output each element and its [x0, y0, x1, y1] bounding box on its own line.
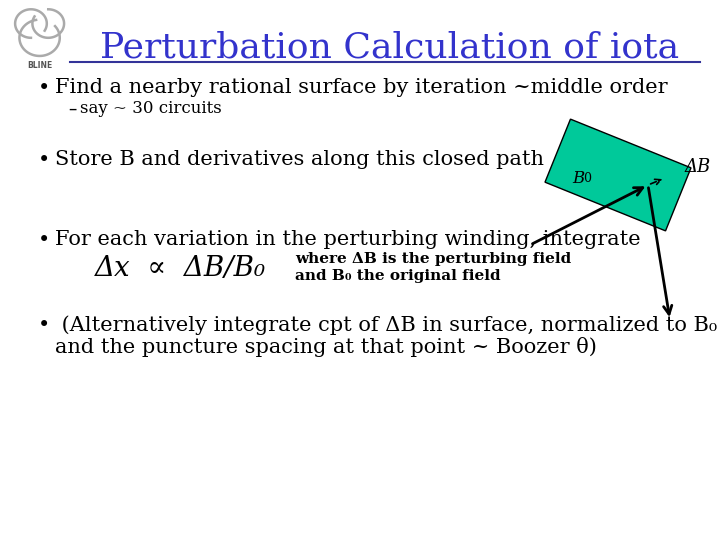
Text: BLINE: BLINE — [27, 60, 53, 70]
Text: –: – — [68, 100, 76, 118]
Text: •: • — [38, 315, 50, 335]
Text: •: • — [38, 150, 50, 170]
Text: (Alternatively integrate cpt of ΔB in surface, normalized to B₀: (Alternatively integrate cpt of ΔB in su… — [55, 315, 717, 335]
Text: •: • — [38, 230, 50, 250]
Text: and B₀ the original field: and B₀ the original field — [295, 269, 500, 283]
Text: say ~ 30 circuits: say ~ 30 circuits — [80, 100, 222, 117]
Text: and the puncture spacing at that point ~ Boozer θ): and the puncture spacing at that point ~… — [55, 337, 597, 357]
Text: Δx  ∝  ΔB/B₀: Δx ∝ ΔB/B₀ — [95, 255, 266, 282]
Text: •: • — [38, 78, 50, 98]
Text: Find a nearby rational surface by iteration ~middle order: Find a nearby rational surface by iterat… — [55, 78, 667, 97]
Text: B: B — [572, 170, 584, 187]
Text: where ΔB is the perturbing field: where ΔB is the perturbing field — [295, 252, 571, 266]
Text: Perturbation Calculation of iota: Perturbation Calculation of iota — [100, 30, 680, 64]
Text: Store B and derivatives along this closed path: Store B and derivatives along this close… — [55, 150, 544, 169]
Text: 0: 0 — [583, 172, 591, 185]
Text: For each variation in the perturbing winding, integrate: For each variation in the perturbing win… — [55, 230, 641, 249]
Text: ΔB: ΔB — [685, 158, 711, 176]
Polygon shape — [545, 119, 691, 231]
